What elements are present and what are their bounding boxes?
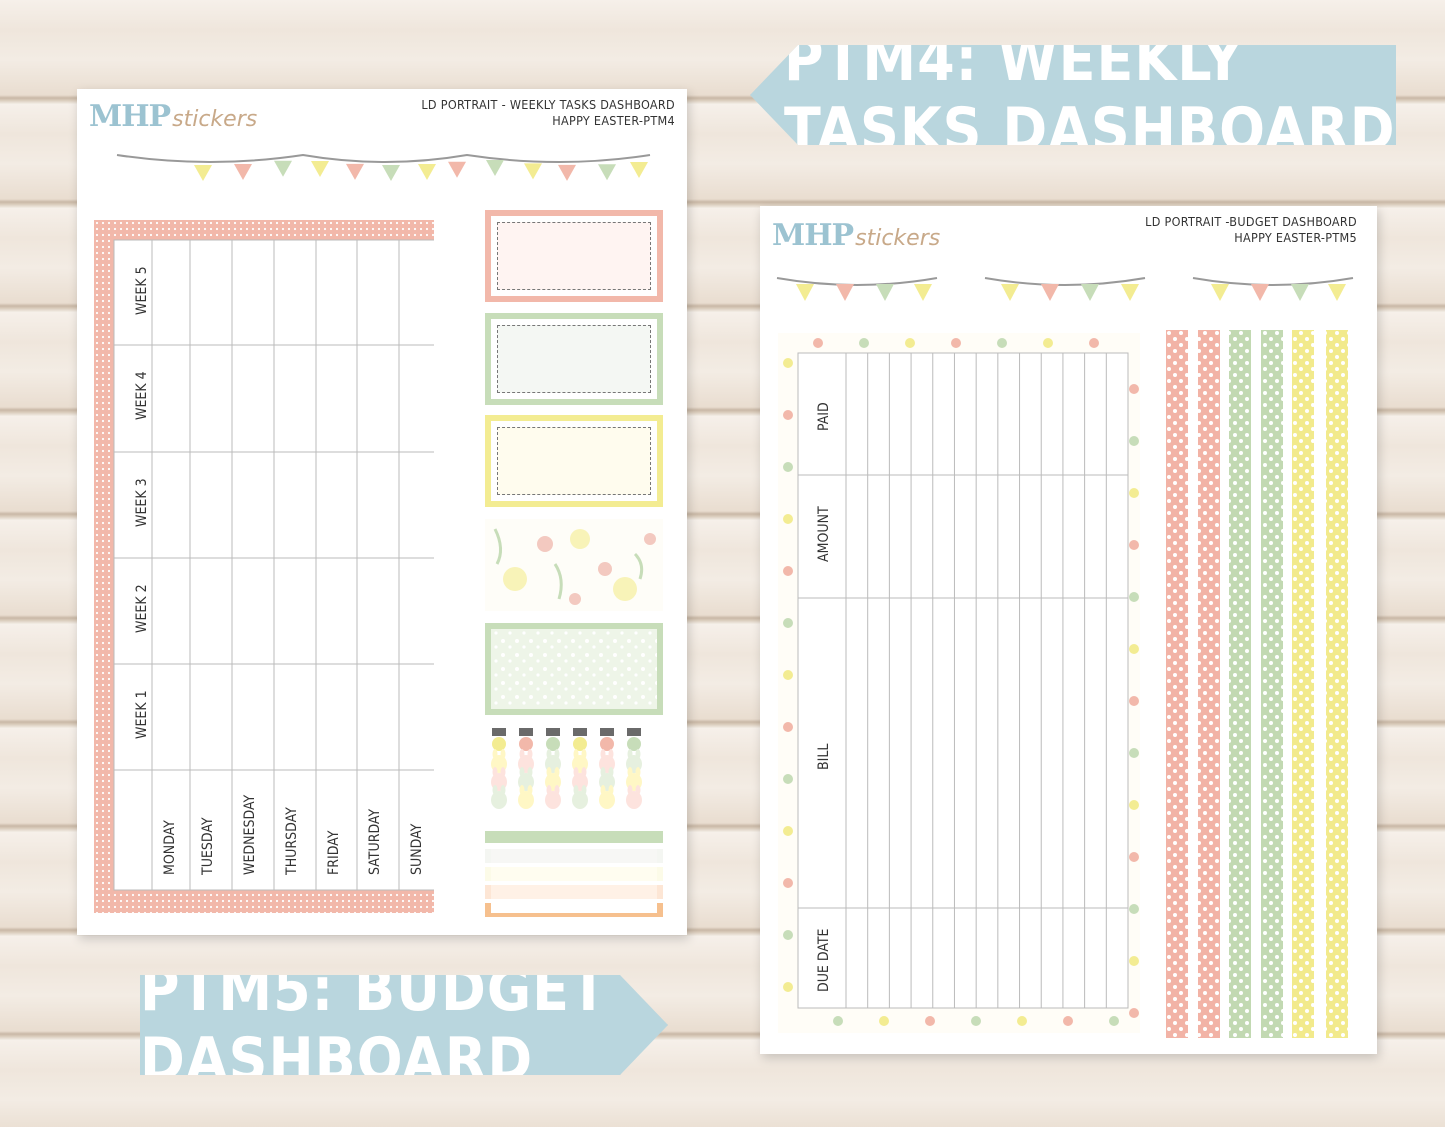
logo-main: MHP (89, 99, 171, 134)
ptm5-banner-text: PTM5: BUDGET DASHBOARD (140, 955, 608, 1095)
day-label: SATURDAY (367, 808, 383, 875)
budget-column-label: AMOUNT (816, 506, 832, 563)
ptm4-banner-text: PTM4: WEEKLY TASKS DASHBOARD (784, 25, 1396, 165)
logo-main: MHP (772, 218, 854, 253)
week-label: WEEK 1 (134, 690, 150, 739)
sheet-title: LD PORTRAIT -BUDGET DASHBOARD HAPPY EAST… (1145, 214, 1357, 246)
sheet-title-line2: HAPPY EASTER-PTM4 (552, 113, 675, 128)
bunny-peeps-sticker (491, 728, 642, 809)
logo-script: stickers (172, 107, 258, 132)
budget-column-label: PAID (816, 402, 832, 431)
weekly-tasks-sheet: MHPstickers LD PORTRAIT - WEEKLY TASKS D… (77, 89, 687, 935)
day-label: SUNDAY (409, 823, 425, 875)
pink-box-sticker (485, 210, 663, 302)
green-dotted-sticker (485, 623, 663, 715)
budget-column-label: BILL (816, 743, 832, 770)
green-box-sticker (485, 313, 663, 405)
washi-strips (1166, 330, 1348, 1038)
week-label: WEEK 5 (134, 266, 150, 315)
bunting-decoration (116, 153, 651, 181)
day-label: FRIDAY (326, 830, 342, 875)
weekly-grid-frame (94, 220, 434, 913)
floral-pattern-sticker (485, 519, 663, 611)
yellow-box-sticker (485, 415, 663, 507)
brand-logo: MHPstickers (772, 218, 940, 253)
day-label: MONDAY (162, 820, 178, 875)
budget-sheet: MHPstickers LD PORTRAIT -BUDGET DASHBOAR… (760, 206, 1377, 1054)
brand-logo: MHPstickers (89, 99, 257, 134)
sheet-title: LD PORTRAIT - WEEKLY TASKS DASHBOARD HAP… (421, 97, 675, 129)
week-label: WEEK 4 (134, 371, 150, 420)
week-label: WEEK 3 (134, 478, 150, 527)
sheet-title-line1: LD PORTRAIT - WEEKLY TASKS DASHBOARD (421, 97, 675, 112)
week-label: WEEK 2 (134, 584, 150, 633)
sheet-title-line1: LD PORTRAIT -BUDGET DASHBOARD (1145, 214, 1357, 229)
ptm4-banner: PTM4: WEEKLY TASKS DASHBOARD (750, 45, 1396, 145)
day-label: TUESDAY (200, 817, 216, 875)
bunting-decoration (776, 277, 1354, 301)
budget-grid-frame (778, 333, 1140, 1033)
day-label: WEDNESDAY (242, 794, 258, 875)
sheet-title-line2: HAPPY EASTER-PTM5 (1234, 230, 1357, 245)
ptm5-banner: PTM5: BUDGET DASHBOARD (140, 975, 668, 1075)
logo-script: stickers (855, 226, 941, 251)
striped-bars-sticker (485, 831, 663, 917)
day-label: THURSDAY (284, 807, 300, 875)
budget-column-label: DUE DATE (816, 928, 832, 992)
